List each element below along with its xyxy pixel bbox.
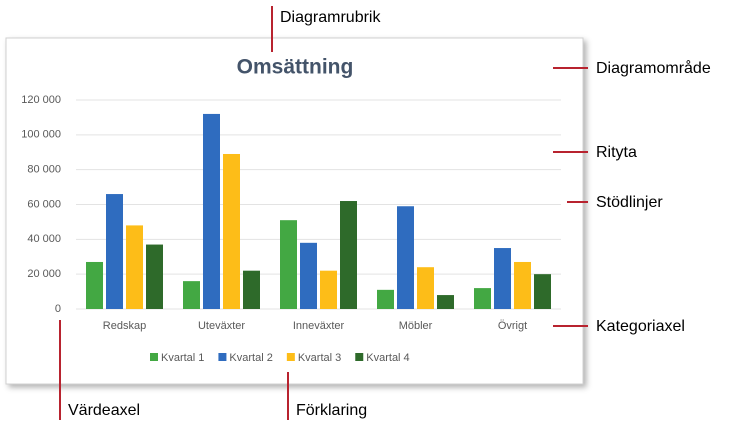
legend-swatch [218,353,227,361]
legend-swatch [286,353,295,361]
y-tick-label: 40 000 [27,233,61,245]
bar [146,244,163,309]
bar [474,288,491,309]
bar [417,267,434,309]
chart-title: Omsättning [237,56,354,79]
bar [494,248,511,309]
legend-label: Kvartal 2 [229,352,272,364]
bar [86,261,103,309]
bar [377,289,394,309]
callout-label: Diagramrubrik [280,9,381,26]
legend-label: Kvartal 3 [298,352,341,364]
legend-swatch [355,353,364,361]
x-tick-label: Möbler [399,320,433,332]
y-tick-label: 0 [55,303,61,315]
bar [534,274,551,309]
bar [243,270,260,309]
bar [203,113,220,309]
bar [300,242,317,309]
bar [397,206,414,309]
callout-label: Värdeaxel [68,402,140,419]
y-tick-label: 20 000 [27,268,61,280]
callout-label: Förklaring [296,402,367,419]
legend-swatch [150,353,158,361]
bar [126,225,143,309]
y-tick-label: 120 000 [21,94,61,106]
legend-label: Kvartal 1 [161,352,204,364]
y-tick-label: 100 000 [21,129,61,141]
bar [514,261,531,309]
bar [437,295,454,309]
y-tick-label: 80 000 [27,164,61,176]
chart-area [5,37,584,385]
bar [223,153,240,309]
bar [340,201,357,309]
bar [280,220,297,309]
bar [320,270,337,309]
callout-label: Diagramområde [596,59,711,77]
x-tick-label: Inneväxter [293,320,345,332]
x-tick-label: Övrigt [498,320,527,332]
callout-label: Kategoriaxel [596,318,685,335]
callout-label: Rityta [596,144,637,161]
x-tick-label: Uteväxter [198,320,245,332]
bar [106,194,123,309]
callout-label: Stödlinjer [596,194,663,211]
x-tick-label: Redskap [103,320,146,332]
legend-label: Kvartal 4 [366,352,409,364]
bar [183,281,200,309]
y-tick-label: 60 000 [27,198,61,210]
